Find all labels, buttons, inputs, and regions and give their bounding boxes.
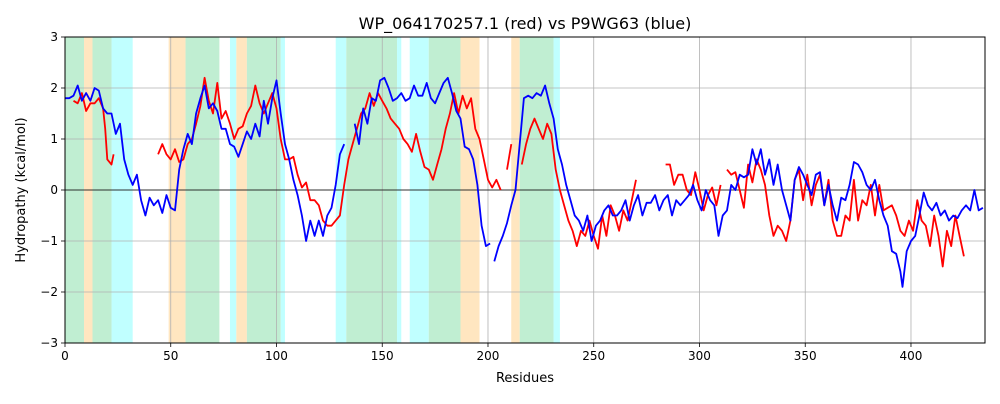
x-tick-label-150: 150 — [371, 349, 394, 363]
x-tick-label-0: 0 — [61, 349, 69, 363]
red-series-line-1 — [157, 76, 502, 227]
x-tick-label-350: 350 — [794, 349, 817, 363]
y-tick-label-1: 1 — [50, 132, 58, 146]
x-tick-label-100: 100 — [265, 349, 288, 363]
chart-title: WP_064170257.1 (red) vs P9WG63 (blue) — [359, 14, 692, 34]
x-axis-ticks: 0 50 100 150 200 250 300 350 400 — [61, 343, 922, 363]
y-tick-label-3: 3 — [50, 30, 58, 44]
y-tick-label--3: −3 — [40, 336, 58, 350]
red-series-line-2 — [506, 143, 513, 170]
y-tick-label--2: −2 — [40, 285, 58, 299]
x-tick-label-50: 50 — [163, 349, 178, 363]
x-axis-label: Residues — [496, 371, 554, 386]
blue-series-line-0 — [65, 79, 346, 242]
red-series-line-0 — [73, 92, 115, 166]
y-tick-label-0: 0 — [50, 183, 58, 197]
red-series-line-5 — [726, 158, 965, 268]
y-tick-label--1: −1 — [40, 234, 58, 248]
x-tick-label-200: 200 — [477, 349, 500, 363]
red-series-line-4 — [665, 163, 722, 212]
series-lines — [65, 76, 984, 288]
y-tick-label-2: 2 — [50, 81, 58, 95]
y-axis-label: Hydropathy (kcal/mol) — [14, 117, 29, 262]
blue-series-line-1 — [353, 76, 491, 248]
x-tick-label-400: 400 — [900, 349, 923, 363]
y-axis-ticks: −3 −2 −1 0 1 2 3 — [40, 30, 65, 350]
blue-series-line-2 — [493, 84, 984, 288]
x-tick-label-250: 250 — [582, 349, 605, 363]
red-series-line-3 — [520, 117, 637, 250]
x-tick-label-300: 300 — [688, 349, 711, 363]
